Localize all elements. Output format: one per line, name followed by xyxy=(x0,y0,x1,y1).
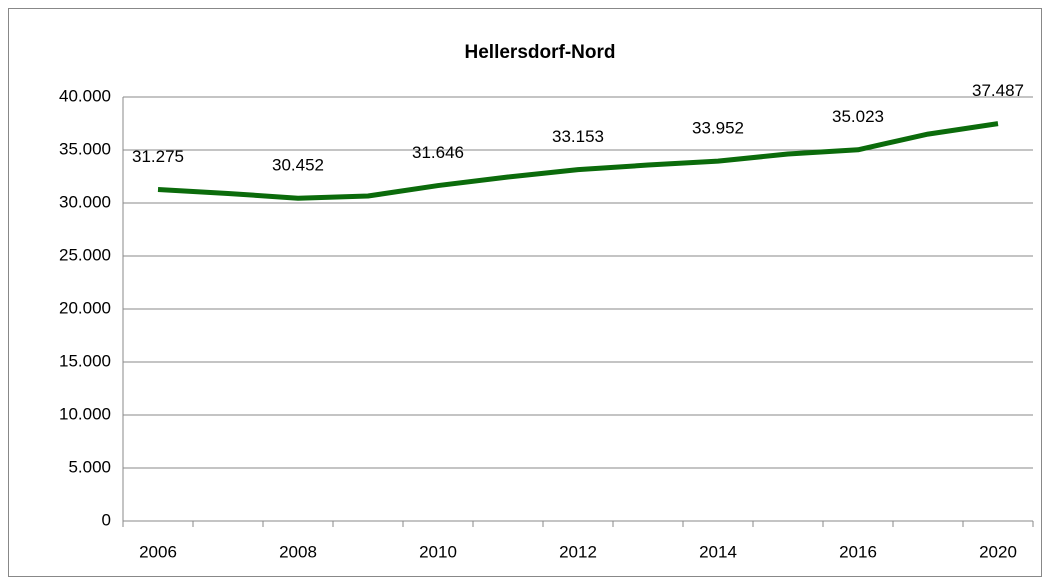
y-tick-label: 30.000 xyxy=(59,192,111,211)
data-label: 31.646 xyxy=(412,143,464,162)
y-tick-label: 35.000 xyxy=(59,139,111,158)
x-tick-label: 2012 xyxy=(559,542,597,561)
y-tick-label: 5.000 xyxy=(68,457,111,476)
data-label: 35.023 xyxy=(832,107,884,126)
data-label: 33.153 xyxy=(552,127,604,146)
y-tick-label: 20.000 xyxy=(59,298,111,317)
y-tick-label: 15.000 xyxy=(59,351,111,370)
x-tick-label: 2014 xyxy=(699,542,737,561)
x-tick-label: 2020 xyxy=(979,542,1017,561)
data-label: 33.952 xyxy=(692,119,744,138)
x-tick-label: 2010 xyxy=(419,542,457,561)
data-label: 31.275 xyxy=(132,147,184,166)
data-label: 30.452 xyxy=(272,156,324,175)
x-tick-label: 2016 xyxy=(839,542,877,561)
data-label: 37.487 xyxy=(972,81,1024,100)
chart-title: Hellersdorf-Nord xyxy=(465,42,616,63)
y-tick-label: 10.000 xyxy=(59,404,111,423)
y-tick-label: 25.000 xyxy=(59,245,111,264)
x-tick-label: 2008 xyxy=(279,542,317,561)
chart-border xyxy=(8,8,1042,577)
y-tick-label: 40.000 xyxy=(59,86,111,105)
y-tick-label: 0 xyxy=(102,510,111,529)
data-line xyxy=(157,121,999,201)
x-tick-label: 2006 xyxy=(139,542,177,561)
